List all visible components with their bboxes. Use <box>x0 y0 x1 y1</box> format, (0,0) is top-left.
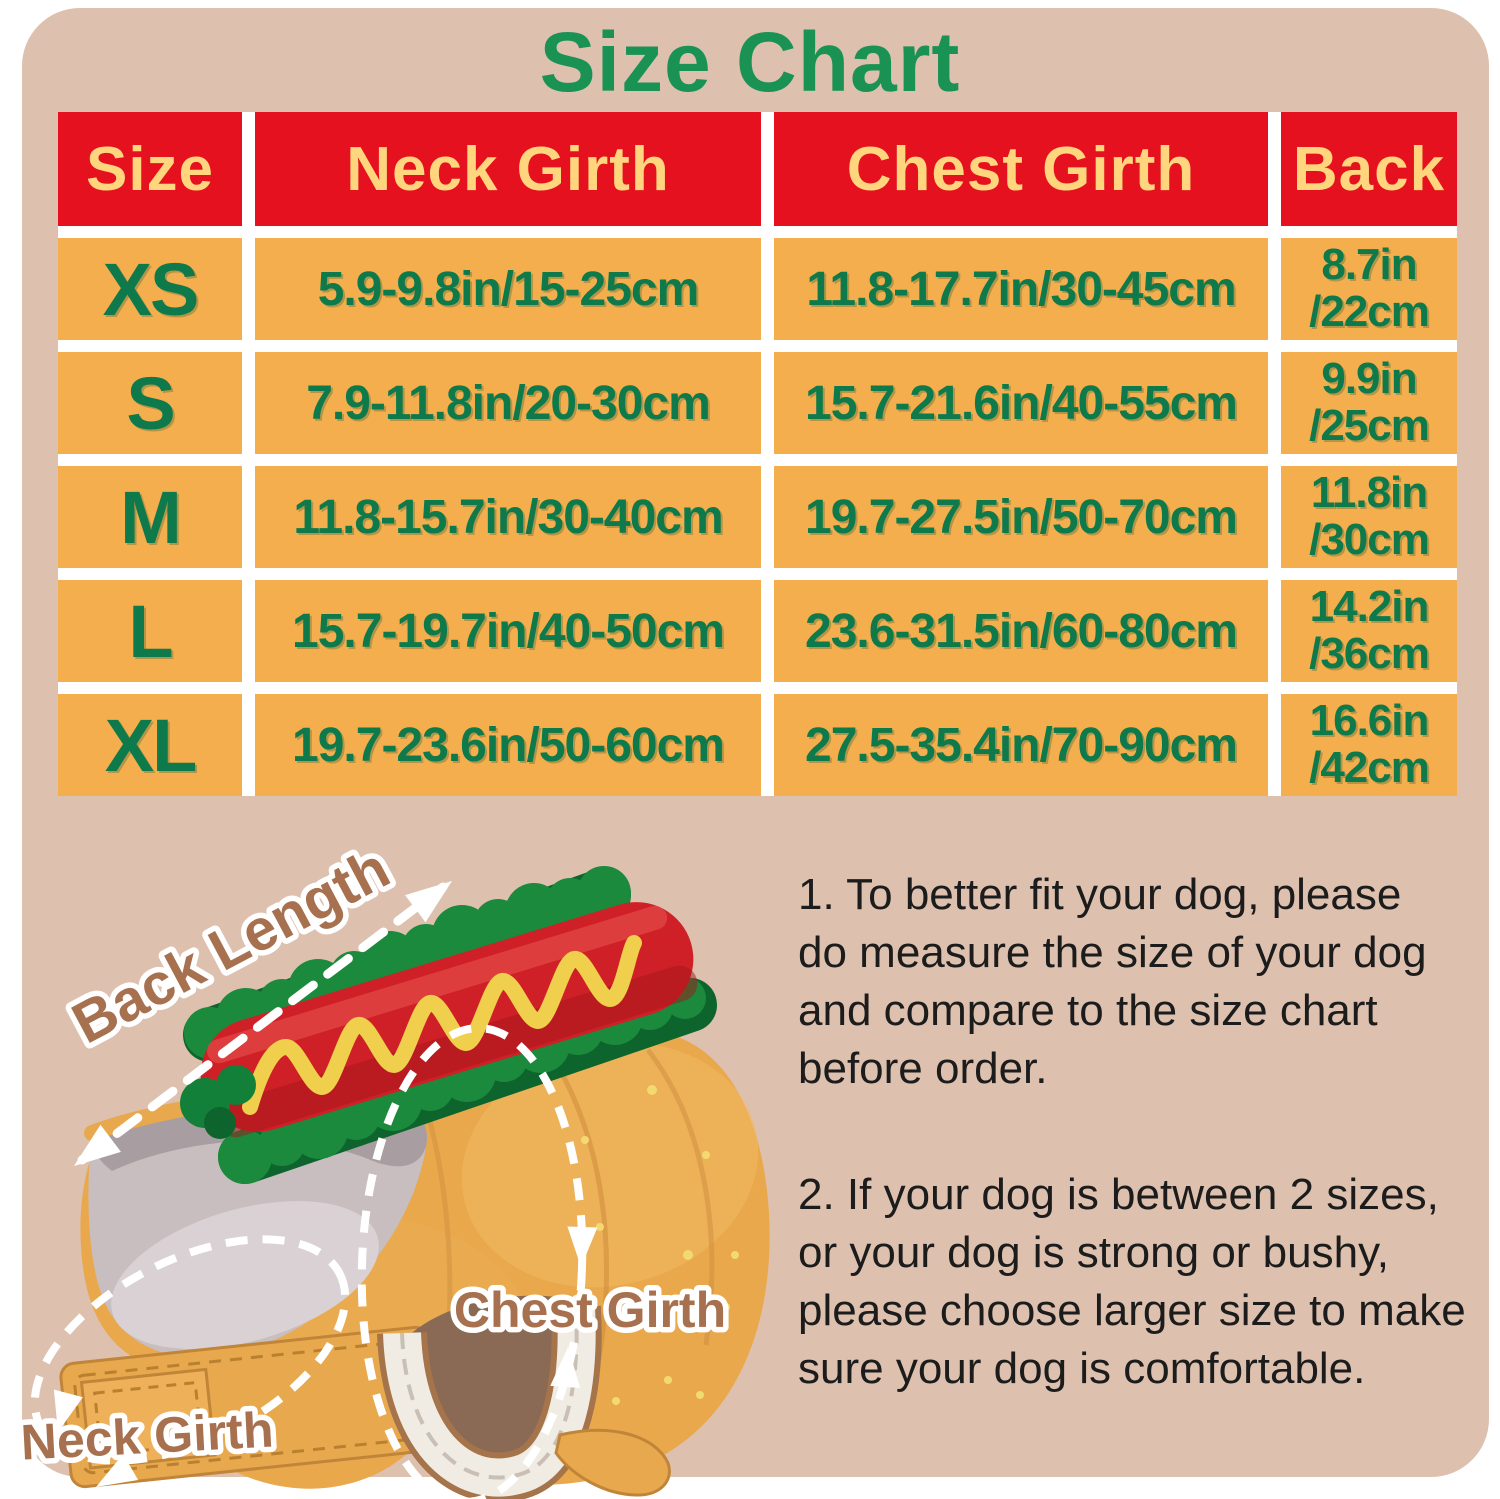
back-in: 9.9in <box>1321 354 1417 404</box>
back-cm: /25cm <box>1309 401 1430 450</box>
page-title: Size Chart <box>539 15 961 109</box>
row-s-neck: 7.9-11.8in/20-30cm <box>255 352 761 454</box>
note-line: 2. If your dog is between 2 sizes, <box>798 1170 1439 1219</box>
back-cm: /30cm <box>1309 515 1430 564</box>
row-xs-back: 8.7in /22cm <box>1281 238 1457 340</box>
row-m-neck: 11.8-15.7in/30-40cm <box>255 466 761 568</box>
row-l-size: L <box>58 580 242 682</box>
note-line: before order. <box>798 1044 1048 1093</box>
neck-girth-annotation <box>30 1235 350 1487</box>
row-m-back: 11.8in /30cm <box>1281 466 1457 568</box>
row-s-size: S <box>58 352 242 454</box>
header-size: Size <box>58 112 242 226</box>
strap-tip <box>554 1428 671 1497</box>
chest-girth-annotation <box>357 1024 598 1499</box>
row-l-neck: 15.7-19.7in/40-50cm <box>255 580 761 682</box>
back-cm: /22cm <box>1309 287 1430 336</box>
row-m-chest: 19.7-27.5in/50-70cm <box>774 466 1268 568</box>
row-xl-neck: 19.7-23.6in/50-60cm <box>255 694 761 796</box>
note-line: please choose larger size to make <box>798 1286 1466 1335</box>
row-xs-chest: 11.8-17.7in/30-45cm <box>774 238 1268 340</box>
note-line: or your dog is strong or bushy, <box>798 1228 1390 1277</box>
note-line: sure your dog is comfortable. <box>798 1344 1366 1393</box>
note-line: and compare to the size chart <box>798 986 1378 1035</box>
header-neck: Neck Girth <box>255 112 761 226</box>
chest-girth-label: Chest Girth <box>454 1282 726 1338</box>
back-cm: /36cm <box>1309 629 1430 678</box>
header-chest: Chest Girth <box>774 112 1268 226</box>
back-in: 8.7in <box>1321 240 1417 290</box>
row-l-back: 14.2in /36cm <box>1281 580 1457 682</box>
row-l-chest: 23.6-31.5in/60-80cm <box>774 580 1268 682</box>
size-table: Size Neck Girth Chest Girth Back XS 5.9-… <box>58 112 1457 796</box>
back-in: 16.6in <box>1309 696 1430 746</box>
row-xs-neck: 5.9-9.8in/15-25cm <box>255 238 761 340</box>
costume-photo: Back Length Neck Girth Chest Girth <box>14 835 770 1499</box>
note-2: 2. If your dog is between 2 sizes, or yo… <box>798 1166 1488 1398</box>
row-s-chest: 15.7-21.6in/40-55cm <box>774 352 1268 454</box>
note-line: 1. To better fit your dog, please <box>798 870 1402 919</box>
header-back: Back <box>1281 112 1457 226</box>
back-cm: /42cm <box>1309 743 1430 792</box>
row-xs-size: XS <box>58 238 242 340</box>
lettuce-front <box>180 1065 256 1139</box>
row-xl-back: 16.6in /42cm <box>1281 694 1457 796</box>
row-s-back: 9.9in /25cm <box>1281 352 1457 454</box>
back-in: 11.8in <box>1310 468 1428 518</box>
row-xl-size: XL <box>58 694 242 796</box>
back-length-annotation <box>74 881 452 1166</box>
note-1: 1. To better fit your dog, please do mea… <box>798 866 1488 1098</box>
back-in: 14.2in <box>1309 582 1430 632</box>
row-xl-chest: 27.5-35.4in/70-90cm <box>774 694 1268 796</box>
note-line: do measure the size of your dog <box>798 928 1427 977</box>
mustard <box>242 935 642 1115</box>
row-m-size: M <box>58 466 242 568</box>
